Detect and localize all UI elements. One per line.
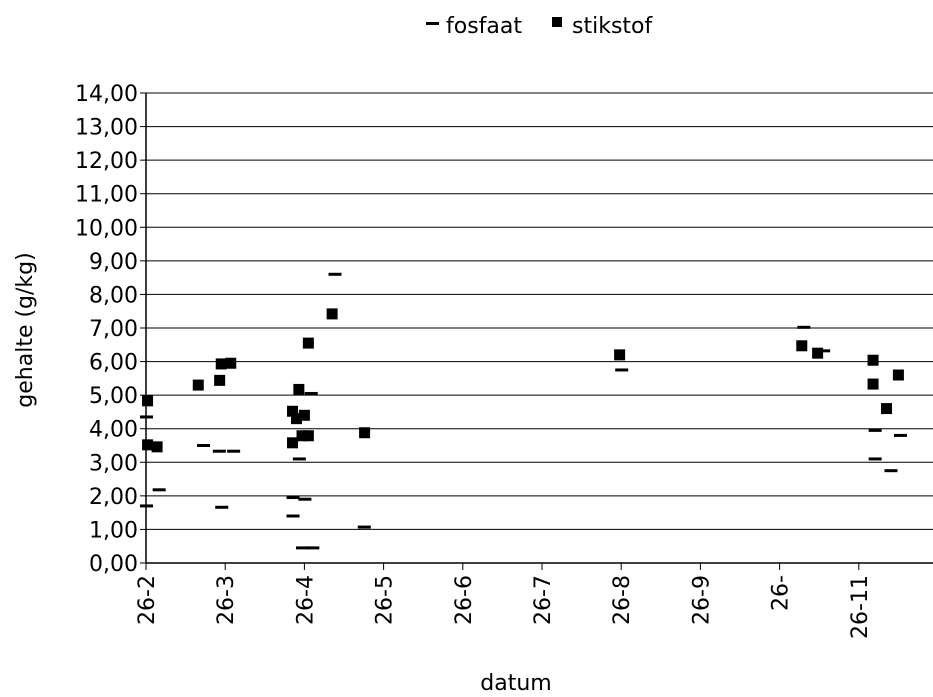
- data-point-fosfaat: [215, 505, 229, 509]
- data-point-stikstof: [359, 427, 371, 439]
- data-point-fosfaat: [227, 449, 241, 453]
- data-point-stikstof: [215, 358, 227, 370]
- x-axis: 26-2 26-3 26-4 26-5 26-6 26-7 26-8 26-9 26- 26-11: [135, 563, 873, 639]
- y-tick-label: 4,00: [89, 418, 138, 443]
- data-point-fosfaat: [140, 415, 153, 419]
- data-point-fosfaat: [817, 349, 831, 353]
- data-point-stikstof: [881, 403, 893, 415]
- y-tick-label: 9,00: [89, 250, 138, 275]
- y-tick-label: 14,00: [75, 82, 138, 107]
- data-point-stikstof: [892, 369, 904, 381]
- data-point-fosfaat: [304, 391, 318, 395]
- data-point-fosfaat: [292, 457, 306, 461]
- data-point-fosfaat: [298, 497, 312, 501]
- x-tick-label: 26-7: [531, 575, 556, 625]
- data-point-fosfaat: [615, 368, 629, 372]
- y-tick-label: 0,00: [89, 552, 138, 577]
- x-tick-label: 26-: [769, 575, 794, 611]
- data-point-fosfaat: [328, 272, 342, 276]
- x-tick-label: 26-11: [848, 575, 873, 639]
- y-axis: 0,00 1,00 2,00 3,00 4,00 5,00 6,00 7,00 8,00 9,00…: [75, 82, 146, 577]
- data-point-fosfaat: [152, 488, 166, 492]
- y-tick-label: 13,00: [75, 116, 138, 141]
- y-tick-label: 2,00: [89, 485, 138, 510]
- data-point-stikstof: [192, 379, 204, 391]
- data-point-fosfaat: [357, 525, 371, 529]
- data-point-stikstof: [151, 441, 163, 453]
- data-point-fosfaat: [286, 514, 300, 518]
- legend-marker-stikstof: [552, 17, 562, 27]
- y-tick-label: 8,00: [89, 283, 138, 308]
- data-point-stikstof: [290, 413, 302, 425]
- x-tick-label: 26-8: [610, 575, 635, 625]
- x-tick-label: 26-3: [214, 575, 239, 625]
- y-tick-label: 1,00: [89, 518, 138, 543]
- data-point-stikstof: [614, 349, 626, 361]
- data-point-stikstof: [326, 308, 338, 320]
- data-point-fosfaat: [197, 444, 211, 447]
- y-tick-label: 11,00: [75, 183, 138, 208]
- y-tick-label: 7,00: [89, 317, 138, 342]
- data-point-stikstof: [142, 395, 154, 407]
- x-tick-label: 26-6: [452, 575, 477, 625]
- data-point-fosfaat: [884, 469, 898, 473]
- data-point-stikstof: [296, 430, 308, 442]
- data-point-fosfaat: [893, 433, 907, 437]
- data-point-stikstof: [867, 378, 879, 390]
- y-tick-label: 5,00: [89, 384, 138, 409]
- x-axis-title: datum: [480, 671, 551, 696]
- data-point-fosfaat: [286, 496, 300, 500]
- series-stikstof: [142, 308, 904, 453]
- x-tick-label: 26-2: [135, 575, 160, 625]
- data-point-stikstof: [302, 430, 314, 442]
- legend: fosfaat stikstof: [426, 14, 653, 39]
- data-point-stikstof: [214, 374, 226, 386]
- legend-label-fosfaat: fosfaat: [446, 14, 522, 39]
- y-tick-label: 3,00: [89, 451, 138, 476]
- y-axis-title: gehalte (g/kg): [13, 252, 38, 407]
- x-tick-label: 26-5: [373, 575, 398, 625]
- data-point-stikstof: [302, 337, 314, 349]
- series-fosfaat: [140, 272, 907, 550]
- x-tick-label: 26-4: [293, 575, 318, 625]
- y-tick-label: 6,00: [89, 351, 138, 376]
- data-point-fosfaat: [797, 325, 811, 329]
- data-point-stikstof: [796, 340, 808, 352]
- data-point-fosfaat: [306, 546, 320, 550]
- data-point-stikstof: [867, 354, 879, 366]
- data-point-fosfaat: [212, 449, 226, 453]
- y-tick-label: 12,00: [75, 149, 138, 174]
- data-point-fosfaat: [868, 457, 882, 461]
- data-point-fosfaat: [140, 504, 153, 508]
- data-point-stikstof: [293, 383, 305, 395]
- legend-label-stikstof: stikstof: [572, 14, 653, 39]
- data-point-stikstof: [142, 439, 154, 451]
- gridlines: [146, 92, 933, 530]
- y-tick-label: 10,00: [75, 216, 138, 241]
- data-point-stikstof: [298, 409, 310, 421]
- data-point-fosfaat: [868, 428, 882, 432]
- data-point-stikstof: [287, 405, 299, 417]
- legend-marker-fosfaat: [426, 22, 439, 25]
- x-tick-label: 26-9: [689, 575, 714, 625]
- data-point-stikstof: [812, 347, 824, 359]
- data-point-stikstof: [225, 357, 237, 369]
- data-point-stikstof: [287, 437, 299, 449]
- data-point-fosfaat: [296, 546, 310, 550]
